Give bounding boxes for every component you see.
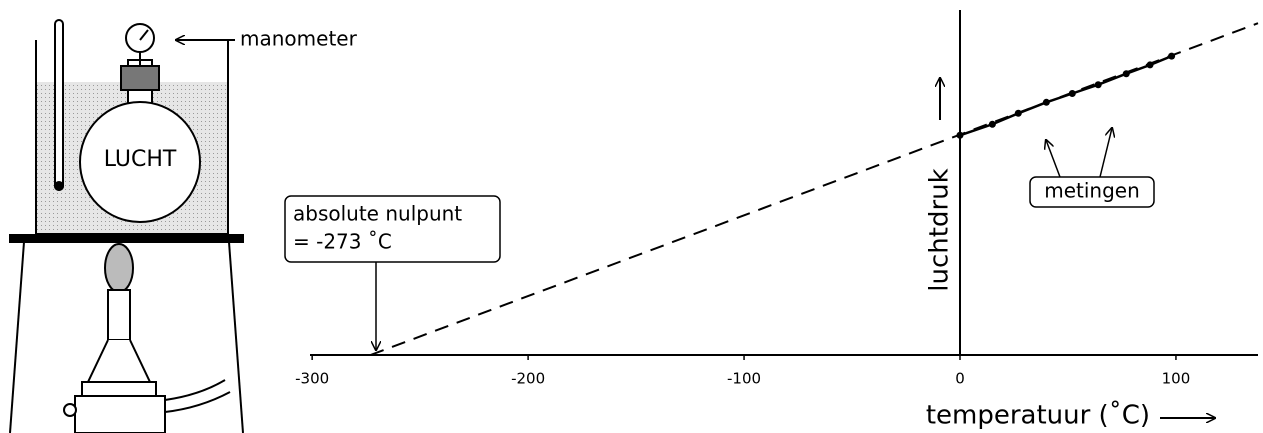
measurement — [1168, 52, 1176, 60]
gauge-needle — [139, 29, 149, 41]
zero-label: absolute nulpunt — [293, 202, 462, 226]
x-tick-label: -300 — [295, 370, 329, 388]
measurement — [1042, 98, 1050, 106]
gauge-label: manometer — [240, 27, 358, 51]
platform — [9, 234, 244, 243]
flask — [79, 101, 201, 223]
y-axis-label: luchtdruk — [925, 168, 955, 291]
stopper — [120, 65, 160, 91]
apparatus — [9, 19, 244, 433]
x-tick-label: 0 — [955, 370, 965, 388]
measurement — [956, 131, 964, 139]
x-tick-label: 100 — [1162, 370, 1191, 388]
zero-box — [284, 195, 501, 263]
measurement — [1014, 109, 1022, 117]
manometer — [125, 23, 155, 53]
flask-label: LUCHT — [104, 147, 177, 172]
measurement — [988, 120, 996, 128]
measure-arrow — [1046, 140, 1061, 178]
burner-cone — [86, 339, 152, 383]
thermometer-bulb — [54, 181, 64, 191]
measure-arrow — [1099, 128, 1112, 178]
burner-ring — [81, 381, 157, 397]
measurement — [1068, 90, 1076, 98]
flame — [104, 243, 134, 293]
tripod-leg — [9, 241, 25, 433]
burner-knob — [63, 403, 77, 417]
measurement — [1122, 70, 1130, 78]
measure-box — [1029, 176, 1155, 208]
x-tick-label: -100 — [727, 370, 761, 388]
tripod-leg — [228, 241, 244, 433]
measurement — [1094, 81, 1102, 89]
zero-label: = -273 ˚C — [293, 230, 392, 254]
x-tick-label: -200 — [511, 370, 545, 388]
measurement — [1146, 61, 1154, 69]
extrapolation-line — [370, 22, 1259, 356]
x-axis-label: temperatuur (˚C) — [926, 401, 1150, 431]
burner-base — [74, 395, 166, 433]
hose — [164, 379, 231, 413]
measure-label: metingen — [1044, 179, 1140, 203]
thermometer — [54, 19, 64, 191]
burner-tube — [107, 289, 131, 341]
